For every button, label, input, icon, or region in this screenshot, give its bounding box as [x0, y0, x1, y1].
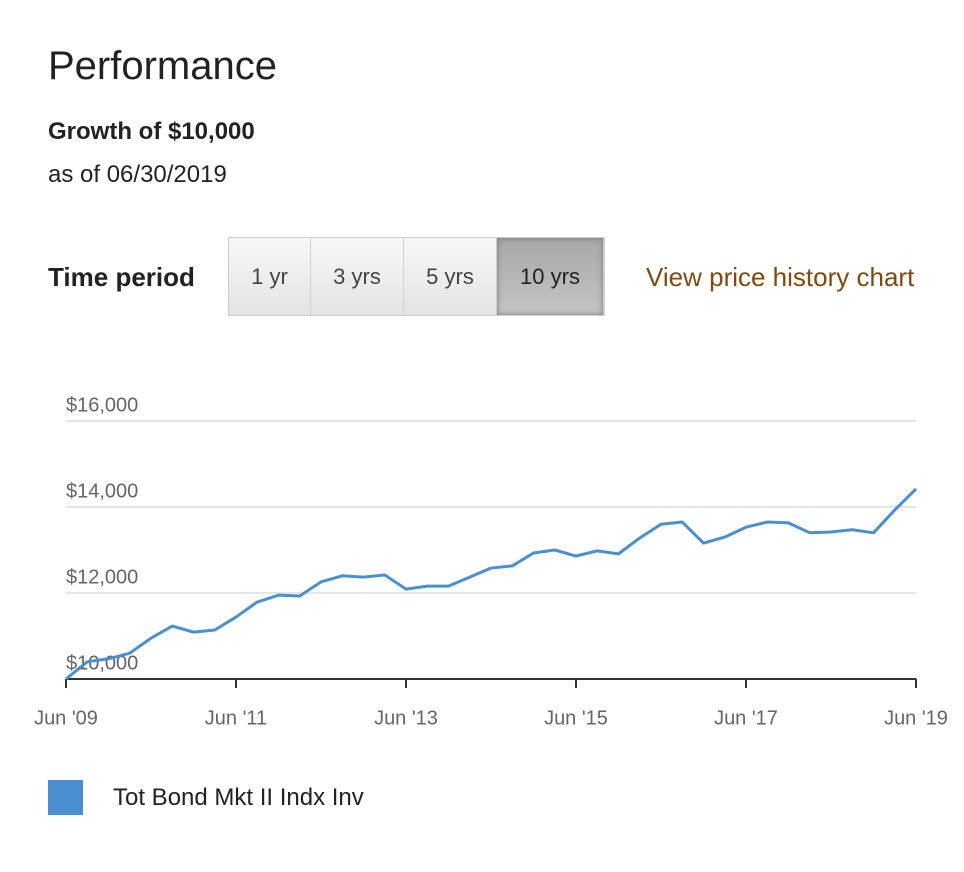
subtitle: Growth of $10,000 [48, 118, 255, 145]
legend-label: Tot Bond Mkt II Indx Inv [113, 784, 364, 811]
period-button[interactable]: 3 yrs [311, 238, 404, 315]
period-button[interactable]: 1 yr [229, 238, 311, 315]
x-tick-label: Jun '15 [544, 707, 608, 729]
period-selector: 1 yr 3 yrs 5 yrs 10 yrs [228, 237, 605, 316]
x-tick-label: Jun '17 [714, 707, 778, 729]
x-tick-label: Jun '09 [34, 707, 98, 729]
as-of-date: as of 06/30/2019 [48, 161, 227, 188]
title: Performance [48, 44, 277, 88]
price-history-link[interactable]: View price history chart [646, 262, 915, 292]
period-button[interactable]: 5 yrs [404, 238, 497, 315]
x-tick-label: Jun '11 [205, 707, 267, 729]
time-period-label: Time period [48, 262, 195, 292]
y-tick-label: $12,000 [66, 566, 138, 588]
legend-swatch [48, 780, 83, 815]
y-tick-label: $16,000 [66, 394, 138, 416]
y-tick-label: $14,000 [66, 480, 138, 502]
period-button[interactable]: 10 yrs [497, 238, 604, 315]
x-tick-label: Jun '19 [884, 707, 948, 729]
y-tick-label: $10,000 [66, 652, 138, 674]
x-tick-label: Jun '13 [374, 707, 438, 729]
series-line [65, 487, 918, 681]
